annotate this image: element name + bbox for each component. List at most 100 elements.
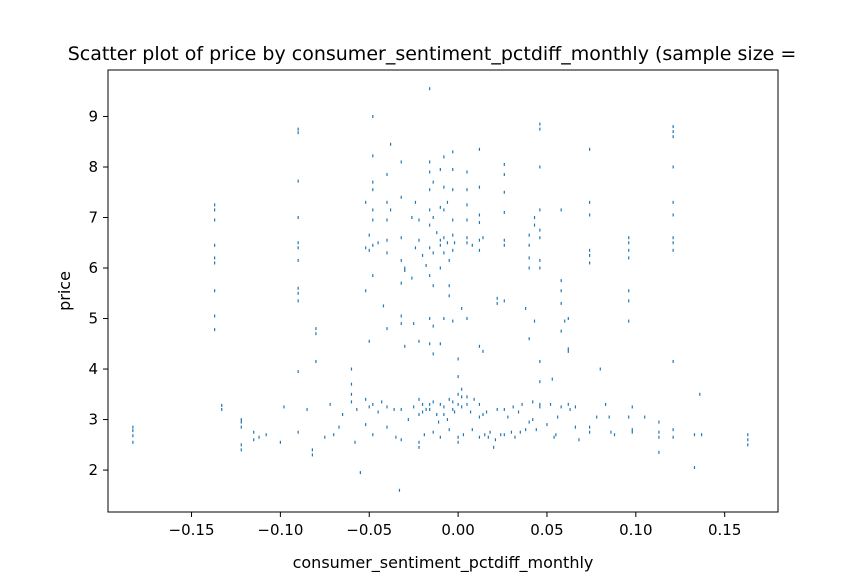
data-point (628, 248, 630, 252)
data-point (329, 402, 331, 406)
data-point (496, 296, 498, 300)
data-point (221, 403, 223, 407)
data-point (485, 410, 488, 414)
data-point (589, 147, 591, 151)
data-point (429, 87, 431, 91)
data-point (214, 314, 216, 318)
data-point (400, 314, 402, 318)
data-point (386, 173, 388, 177)
data-point (297, 246, 299, 250)
data-point (452, 233, 454, 237)
data-point (478, 344, 481, 348)
data-point (398, 488, 401, 492)
data-point (574, 405, 576, 409)
data-point (613, 433, 616, 437)
data-point (461, 405, 463, 409)
data-point (560, 208, 562, 212)
data-point (368, 233, 370, 237)
data-point (672, 130, 674, 134)
x-axis: −0.15 −0.10 −0.05 0.00 0.05 0.10 0.15 (169, 512, 741, 539)
data-point (418, 339, 420, 343)
data-point (549, 402, 552, 406)
data-point (240, 448, 242, 452)
data-point (457, 440, 459, 444)
data-point (457, 402, 459, 406)
data-point (382, 304, 385, 308)
data-point (589, 261, 591, 265)
data-point (503, 433, 505, 437)
data-point (432, 180, 434, 184)
y-tick-label: 4 (88, 360, 98, 378)
data-point (672, 125, 674, 129)
data-point (389, 208, 392, 212)
y-tick-label: 7 (88, 209, 98, 227)
data-point (368, 405, 370, 409)
y-axis-label: price (55, 271, 74, 311)
data-point (214, 289, 216, 293)
data-point (372, 154, 374, 158)
data-point (432, 324, 434, 328)
data-point (400, 438, 402, 442)
data-point (574, 425, 576, 429)
x-tick-label: 0.00 (441, 521, 474, 539)
data-point (510, 430, 513, 434)
data-point (446, 241, 449, 245)
data-point (365, 423, 367, 427)
data-point (503, 407, 505, 411)
data-point (443, 208, 445, 212)
data-point (484, 433, 486, 437)
data-point (503, 173, 505, 177)
data-point (253, 438, 255, 442)
data-point (439, 342, 441, 346)
data-point (487, 435, 489, 439)
data-point (672, 165, 674, 169)
data-point (429, 208, 431, 212)
data-point (452, 168, 454, 172)
data-point (306, 407, 308, 411)
data-point (473, 397, 475, 401)
data-point (589, 248, 591, 252)
data-point (418, 218, 420, 222)
data-point (469, 410, 472, 414)
data-point (528, 243, 530, 247)
data-point (628, 256, 630, 260)
data-point (747, 443, 749, 447)
data-point (443, 155, 445, 159)
data-point (503, 299, 505, 303)
data-point (605, 402, 607, 406)
data-point (333, 433, 335, 437)
data-point (253, 430, 255, 434)
data-point (297, 286, 299, 290)
data-point (466, 188, 468, 192)
data-point (414, 200, 417, 204)
data-point (372, 208, 374, 212)
data-point (567, 347, 569, 351)
data-point (452, 218, 454, 222)
data-point (471, 428, 473, 432)
data-point (413, 322, 415, 326)
data-point (297, 299, 299, 303)
data-point (482, 236, 484, 240)
data-point (414, 246, 417, 250)
data-point (478, 185, 481, 189)
data-point (589, 425, 591, 429)
data-point (539, 165, 541, 169)
data-point (493, 445, 495, 449)
data-point (429, 188, 431, 192)
data-point (631, 405, 633, 409)
data-point (315, 327, 317, 331)
data-point (279, 440, 281, 444)
data-point (297, 131, 299, 135)
data-point (377, 410, 379, 414)
data-point (533, 223, 536, 227)
data-point (265, 433, 267, 437)
data-point (539, 405, 541, 409)
data-point (478, 221, 481, 225)
data-point (404, 344, 406, 348)
data-point (432, 352, 434, 356)
data-point (400, 281, 402, 285)
data-point (503, 238, 505, 242)
data-point (466, 170, 468, 174)
data-point (658, 430, 660, 434)
